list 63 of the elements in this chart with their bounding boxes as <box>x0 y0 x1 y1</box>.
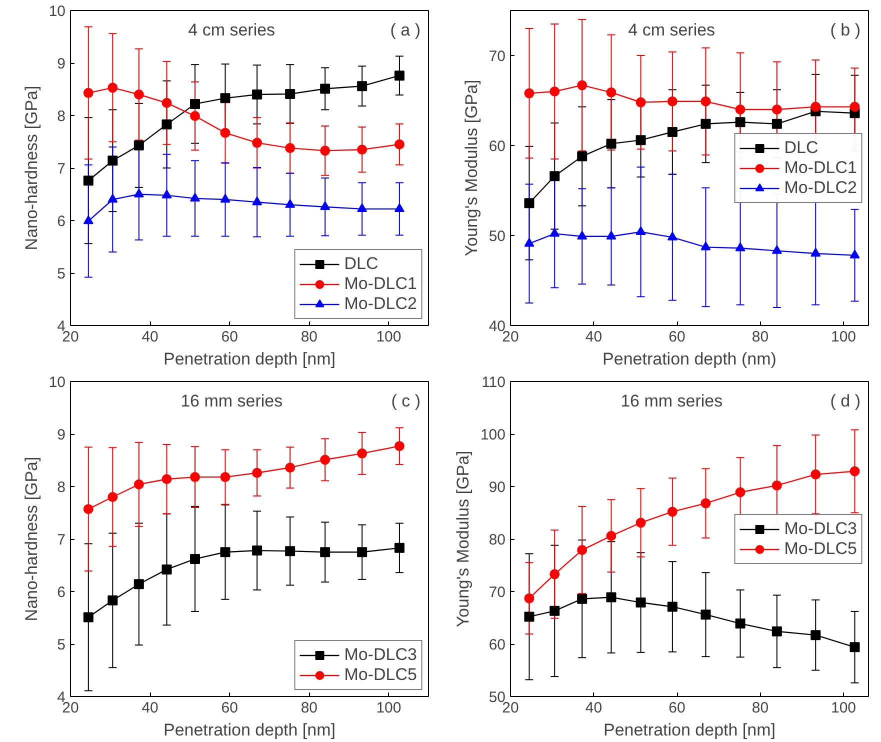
x-tick-label: 100 <box>831 700 856 716</box>
y-tick-label: 60 <box>488 138 506 155</box>
y-tick-label: 5 <box>57 266 66 282</box>
y-axis-title: Young's Modulus [GPa] <box>462 80 481 256</box>
x-tick-label: 100 <box>831 328 856 346</box>
x-tick-label: 40 <box>142 328 158 346</box>
y-tick-label: 70 <box>488 584 506 601</box>
x-axis-title: Penetration depth (nm) <box>602 350 776 368</box>
x-axis-title: Penetration depth [nm] <box>164 350 336 368</box>
annotation: 16 mm series <box>180 392 283 410</box>
legend-label: Mo-DLC3 <box>344 645 417 665</box>
x-tick-label: 80 <box>752 328 769 346</box>
x-tick-label: 80 <box>300 700 318 716</box>
y-tick-label: 80 <box>488 532 506 548</box>
y-tick-label: 50 <box>488 228 506 245</box>
legend-label: DLC <box>784 138 818 158</box>
x-tick-label: 60 <box>668 700 686 716</box>
x-tick-label: 40 <box>142 700 158 716</box>
y-tick-label: 7 <box>57 532 66 548</box>
legend-label: Mo-DLC2 <box>344 294 417 314</box>
legend-label: Mo-DLC1 <box>344 274 417 294</box>
y-tick-label: 9 <box>57 56 66 72</box>
annotation: 16 mm series <box>620 392 723 410</box>
x-tick-label: 40 <box>585 700 602 716</box>
y-tick-label: 100 <box>480 426 506 444</box>
annotation: ( c ) <box>391 392 421 410</box>
y-tick-label: 6 <box>57 584 66 601</box>
legend-label: Mo-DLC2 <box>784 178 857 198</box>
annotation: ( a ) <box>390 20 421 40</box>
y-tick-label: 90 <box>488 479 506 496</box>
annotation: 4 cm series <box>628 20 716 40</box>
y-axis-title: Young's Modulus [GPa] <box>453 450 472 628</box>
legend-label: DLC <box>344 254 378 274</box>
annotation: ( d ) <box>830 392 861 410</box>
y-tick-label: 8 <box>57 108 66 125</box>
y-axis-title: Nano-hardness [GPa] <box>22 456 41 622</box>
x-tick-label: 60 <box>221 700 238 716</box>
legend-label: Mo-DLC5 <box>344 665 417 685</box>
x-tick-label: 100 <box>376 328 402 346</box>
annotation: ( b ) <box>830 20 861 40</box>
x-tick-label: 60 <box>668 328 686 346</box>
y-tick-label: 6 <box>57 213 66 230</box>
x-tick-label: 80 <box>300 328 318 346</box>
y-tick-label: 10 <box>48 374 66 391</box>
y-tick-label: 60 <box>488 636 506 654</box>
x-tick-label: 40 <box>585 328 602 346</box>
y-axis-title: Nano-hardness [GPa] <box>22 86 41 250</box>
y-tick-label: 5 <box>57 636 66 654</box>
x-tick-label: 100 <box>376 700 402 716</box>
x-tick-label: 80 <box>752 700 769 716</box>
y-tick-label: 110 <box>482 374 506 391</box>
y-tick-label: 9 <box>57 426 66 444</box>
y-tick-label: 7 <box>57 160 66 178</box>
legend-label: Mo-DLC5 <box>784 538 857 558</box>
annotation: 4 cm series <box>188 20 276 40</box>
legend-label: Mo-DLC3 <box>784 518 857 538</box>
y-tick-label: 8 <box>57 479 66 496</box>
y-tick-label: 70 <box>488 48 506 65</box>
x-axis-title: Penetration depth [nm] <box>604 720 776 740</box>
x-axis-title: Penetration depth [nm] <box>164 720 336 740</box>
x-tick-label: 60 <box>221 328 238 346</box>
legend-label: Mo-DLC1 <box>784 158 857 178</box>
y-tick-label: 10 <box>48 3 66 20</box>
